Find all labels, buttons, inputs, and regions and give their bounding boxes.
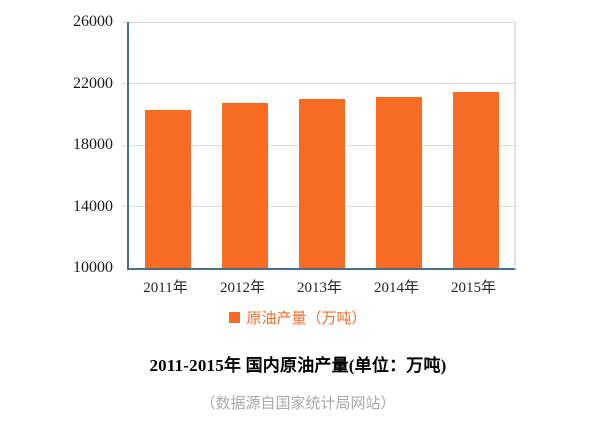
y-tick-mark — [122, 144, 127, 146]
gridline-26000 — [129, 22, 514, 23]
bar-2013年 — [298, 99, 345, 268]
y-axis-tick-label: 26000 — [73, 13, 113, 30]
bar-2014年 — [375, 96, 422, 268]
y-axis-tick-label: 10000 — [73, 259, 113, 276]
x-axis-labels: 2011年 2012年 2013年 2014年 2015年 — [127, 276, 512, 296]
y-axis-tick-label: 18000 — [73, 136, 113, 153]
bar-2015年 — [452, 91, 499, 268]
x-axis-tick-label: 2012年 — [219, 280, 266, 296]
y-axis-labels: 10000 14000 18000 22000 26000 — [0, 13, 113, 276]
y-tick-mark — [122, 21, 127, 23]
y-axis-tick-label: 14000 — [73, 197, 113, 215]
x-axis-tick-label: 2011年 — [143, 280, 188, 296]
y-tick-mark — [122, 206, 127, 207]
legend-series-label: 原油产量（万吨） — [246, 311, 367, 327]
x-axis-tick-label: 2015年 — [450, 280, 497, 296]
x-axis-tick-label: 2014年 — [373, 280, 420, 296]
x-axis-tick-label: 2013年 — [296, 280, 343, 296]
legend: 原油产量（万吨） — [0, 307, 596, 328]
chart-source-note: （数据源自国家统计局网站） — [200, 396, 396, 412]
plot-area — [122, 21, 516, 270]
legend-marker-square-icon — [229, 312, 241, 323]
gridline-22000 — [129, 83, 514, 84]
bar-2011年 — [144, 109, 191, 268]
bar-2012年 — [221, 102, 268, 268]
chart-title: 2011-2015年 国内原油产量(单位：万吨) — [149, 356, 447, 375]
y-tick-mark — [122, 83, 127, 84]
y-axis-tick-label: 22000 — [73, 74, 113, 92]
